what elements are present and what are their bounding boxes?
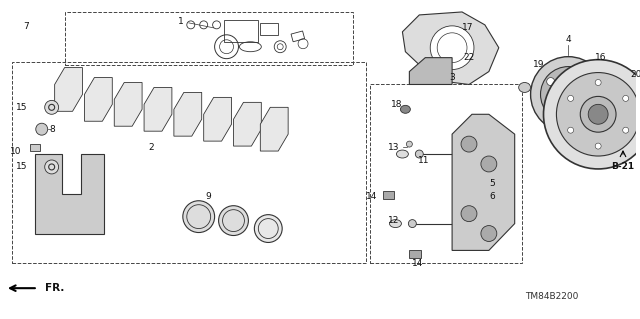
Bar [260,23,278,35]
Circle shape [547,103,555,111]
Text: 3: 3 [449,73,455,82]
Bar [579,85,584,89]
Polygon shape [144,87,172,131]
Bar [410,250,421,258]
Bar [566,107,571,112]
Circle shape [595,79,601,85]
Polygon shape [403,12,499,85]
Text: 18: 18 [391,100,403,109]
Text: 10: 10 [10,146,22,156]
Circle shape [568,95,573,101]
Text: TM84B2200: TM84B2200 [525,292,578,300]
Polygon shape [35,154,104,234]
Text: FR.: FR. [45,283,64,293]
Ellipse shape [406,141,412,147]
Ellipse shape [518,83,531,93]
Polygon shape [54,68,83,111]
Circle shape [623,127,628,133]
Circle shape [571,111,579,119]
Circle shape [541,67,596,122]
Bar [223,20,259,42]
Ellipse shape [408,219,417,227]
Circle shape [580,96,616,132]
Text: 5: 5 [489,179,495,188]
Circle shape [586,91,594,98]
Text: 9: 9 [206,192,212,201]
Text: 14: 14 [412,259,424,268]
Text: B-21: B-21 [611,162,634,171]
Circle shape [547,78,555,85]
Polygon shape [452,114,515,250]
Bar [614,129,632,147]
Text: 12: 12 [388,216,399,225]
Circle shape [588,104,608,124]
Text: 15: 15 [17,103,28,112]
Text: 7: 7 [23,22,29,31]
Circle shape [461,136,477,152]
Bar [291,31,305,42]
Circle shape [45,160,59,174]
Circle shape [36,123,48,135]
Circle shape [595,143,601,149]
Text: 19: 19 [532,60,544,69]
Circle shape [481,156,497,172]
Circle shape [571,70,579,78]
Text: 1: 1 [178,17,184,26]
Text: 17: 17 [462,23,474,32]
Ellipse shape [254,215,282,242]
Text: 20: 20 [630,70,640,79]
Circle shape [543,60,640,169]
Polygon shape [174,93,202,136]
Ellipse shape [415,150,423,158]
Text: 11: 11 [418,157,429,166]
Circle shape [623,95,628,101]
Circle shape [45,100,59,114]
Circle shape [461,206,477,222]
Polygon shape [115,83,142,126]
Ellipse shape [183,201,214,233]
Bar [553,85,558,89]
Text: 2: 2 [148,143,154,152]
Text: 6: 6 [489,192,495,201]
Circle shape [481,226,497,241]
Polygon shape [410,58,452,85]
Polygon shape [204,97,232,141]
Bar [42,197,60,209]
Text: 22: 22 [463,53,475,62]
Bar [72,197,90,209]
Circle shape [556,72,640,156]
Circle shape [556,83,580,106]
Circle shape [531,57,606,132]
Polygon shape [234,102,261,146]
Text: 13: 13 [388,143,399,152]
Circle shape [430,26,474,70]
Text: 15: 15 [17,162,28,171]
Text: 4: 4 [566,35,571,44]
Polygon shape [260,107,288,151]
Text: 14: 14 [366,192,378,201]
Polygon shape [84,78,112,121]
Bar [30,144,40,151]
Ellipse shape [401,105,410,113]
Bar [383,191,394,199]
Ellipse shape [390,219,401,227]
Ellipse shape [219,206,248,235]
Ellipse shape [396,150,408,158]
Circle shape [568,127,573,133]
Text: 8: 8 [50,125,56,134]
Text: 16: 16 [595,53,607,62]
